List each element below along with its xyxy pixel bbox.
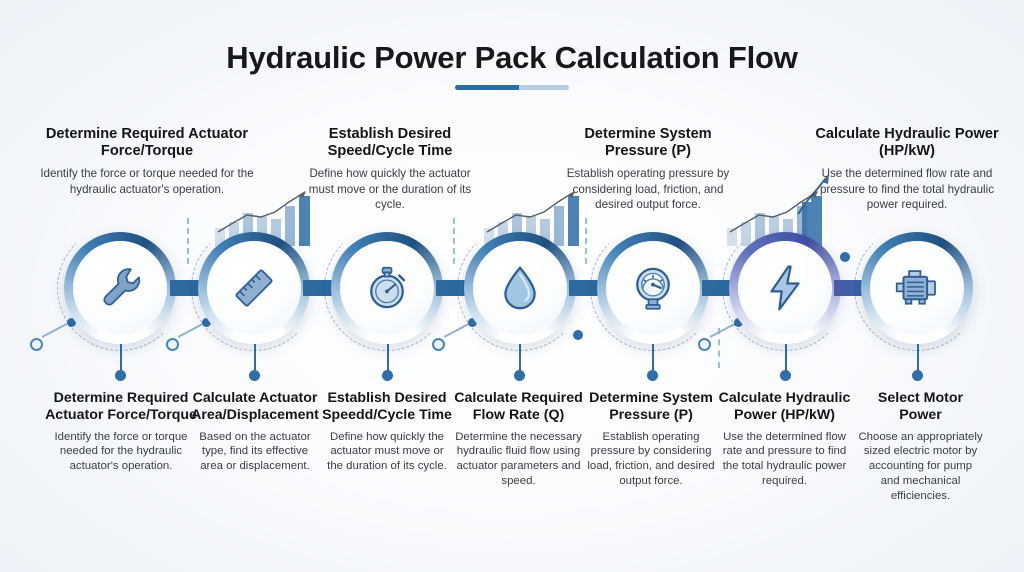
node-stem-1 bbox=[120, 344, 122, 374]
lightning-bolt-icon bbox=[770, 265, 800, 311]
step-label-6: Calculate Hydraulic Power (HP/kW) Use th… bbox=[718, 390, 851, 489]
step-node-3-dashed-arc bbox=[324, 225, 450, 351]
step-node-2[interactable] bbox=[191, 225, 317, 351]
step-label-7: Select Motor Power Choose an appropriate… bbox=[858, 390, 983, 504]
step-node-1-dashed-arc bbox=[57, 225, 183, 351]
electric-motor-icon bbox=[895, 270, 936, 305]
dashed-divider-3 bbox=[585, 218, 587, 264]
step-label-1-description: Identify the force or torque needed for … bbox=[54, 430, 188, 473]
step-label-4-description: Determine the necessary hydraulic fluid … bbox=[455, 430, 582, 487]
callout-top-4-description: Use the determined flow rate and pressur… bbox=[819, 167, 994, 211]
node-stem-6 bbox=[785, 344, 787, 374]
step-node-7[interactable] bbox=[854, 225, 980, 351]
node-stem-7 bbox=[917, 344, 919, 374]
step-node-6-inner bbox=[738, 241, 832, 335]
step-label-6-title: Calculate Hydraulic Power (HP/kW) bbox=[718, 390, 851, 423]
node-stem-dot-5 bbox=[647, 370, 658, 381]
step-node-2-dashed-arc bbox=[191, 225, 317, 351]
callout-top-2-title: Establish Desired Speed/Cycle Time bbox=[327, 126, 453, 160]
step-label-2: Calculate Actuator Area/Displacement Bas… bbox=[190, 390, 320, 474]
step-label-3-description: Define how quickly the actuator must mov… bbox=[327, 430, 447, 473]
node-stem-4 bbox=[519, 344, 521, 374]
process-flow-band bbox=[0, 218, 1024, 381]
step-node-5[interactable] bbox=[590, 225, 716, 351]
step-node-3[interactable] bbox=[324, 225, 450, 351]
node-stem-5 bbox=[652, 344, 654, 374]
node-link-ring-2 bbox=[166, 338, 179, 351]
title-block: Hydraulic Power Pack Calculation Flow bbox=[0, 40, 1024, 90]
step-label-5: Determine System Pressure (P) Establish … bbox=[586, 390, 716, 489]
step-node-5-dashed-arc bbox=[590, 225, 716, 351]
page-title: Hydraulic Power Pack Calculation Flow bbox=[226, 40, 798, 75]
callout-top-4: Calculate Hydraulic Power (HP/kW) Use th… bbox=[812, 126, 1002, 212]
callout-top-1: Determine Required Actuator Force/Torque… bbox=[22, 126, 272, 197]
step-label-5-title: Determine System Pressure (P) bbox=[589, 390, 713, 423]
node-link-ring-1 bbox=[30, 338, 43, 351]
dashed-divider-4 bbox=[718, 328, 720, 368]
title-underline-rule bbox=[455, 85, 569, 90]
step-node-6-dashed-arc bbox=[722, 225, 848, 351]
step-node-4[interactable] bbox=[457, 225, 583, 351]
step-label-2-description: Based on the actuator type, find its eff… bbox=[199, 430, 311, 473]
step-node-6[interactable] bbox=[722, 225, 848, 351]
dashed-divider-2 bbox=[453, 218, 455, 264]
node-stem-3 bbox=[387, 344, 389, 374]
water-droplet-icon bbox=[504, 266, 536, 310]
node-link-dot-5 bbox=[573, 330, 583, 340]
step-label-5-description: Establish operating pressure by consider… bbox=[587, 430, 715, 487]
step-label-7-title: Select Motor Power bbox=[877, 390, 964, 423]
node-stem-dot-3 bbox=[382, 370, 393, 381]
stopwatch-icon bbox=[370, 266, 406, 309]
step-node-7-inner bbox=[870, 241, 964, 335]
callout-top-4-title: Calculate Hydraulic Power (HP/kW) bbox=[815, 126, 999, 160]
step-node-5-inner bbox=[606, 241, 700, 335]
callout-top-3: Determine System Pressure (P) Establish … bbox=[553, 126, 743, 212]
callout-top-2-description: Define how quickly the actuator must mov… bbox=[308, 167, 472, 211]
step-node-2-inner bbox=[207, 241, 301, 335]
wrench-icon bbox=[103, 268, 141, 306]
node-link-dot-6 bbox=[840, 252, 850, 262]
node-link-ring-3 bbox=[432, 338, 445, 351]
callout-top-2: Establish Desired Speed/Cycle Time Defin… bbox=[300, 126, 480, 212]
dashed-divider-1 bbox=[187, 218, 189, 264]
callout-top-1-description: Identify the force or torque needed for … bbox=[40, 167, 254, 196]
callout-top-1-title: Determine Required Actuator Force/Torque bbox=[45, 126, 249, 160]
step-node-3-inner bbox=[340, 241, 434, 335]
step-label-3-title: Establish Desired Speedd/Cycle Time bbox=[322, 390, 452, 423]
step-label-1: Determine Required Actuator Force/Torque… bbox=[40, 390, 202, 474]
step-node-4-inner bbox=[473, 241, 567, 335]
step-label-4: Calculate Required Flow Rate (Q) Determi… bbox=[452, 390, 585, 489]
node-stem-dot-7 bbox=[912, 370, 923, 381]
step-node-7-dashed-arc bbox=[854, 225, 980, 351]
ruler-icon bbox=[235, 269, 273, 307]
pressure-gauge-icon bbox=[636, 267, 670, 310]
step-node-4-dashed-arc bbox=[457, 225, 583, 351]
node-stem-dot-4 bbox=[514, 370, 525, 381]
step-node-1-inner bbox=[73, 241, 167, 335]
step-node-1[interactable] bbox=[57, 225, 183, 351]
step-label-6-description: Use the determined flow rate and pressur… bbox=[722, 430, 847, 487]
callout-top-3-description: Establish operating pressure by consider… bbox=[566, 167, 730, 211]
node-stem-dot-1 bbox=[115, 370, 126, 381]
step-label-7-description: Choose an appropriately sized electric m… bbox=[858, 430, 983, 502]
step-label-2-title: Calculate Actuator Area/Displacement bbox=[191, 390, 319, 423]
callout-top-3-title: Determine System Pressure (P) bbox=[584, 126, 712, 160]
node-stem-dot-6 bbox=[780, 370, 791, 381]
step-label-3: Establish Desired Speedd/Cycle Time Defi… bbox=[322, 390, 452, 474]
bar-chart-trend-4 bbox=[797, 174, 829, 248]
node-stem-2 bbox=[254, 344, 256, 374]
step-label-4-title: Calculate Required Flow Rate (Q) bbox=[454, 390, 583, 423]
step-label-1-title: Determine Required Actuator Force/Torque bbox=[45, 390, 197, 423]
node-stem-dot-2 bbox=[249, 370, 260, 381]
node-link-ring-4 bbox=[698, 338, 711, 351]
